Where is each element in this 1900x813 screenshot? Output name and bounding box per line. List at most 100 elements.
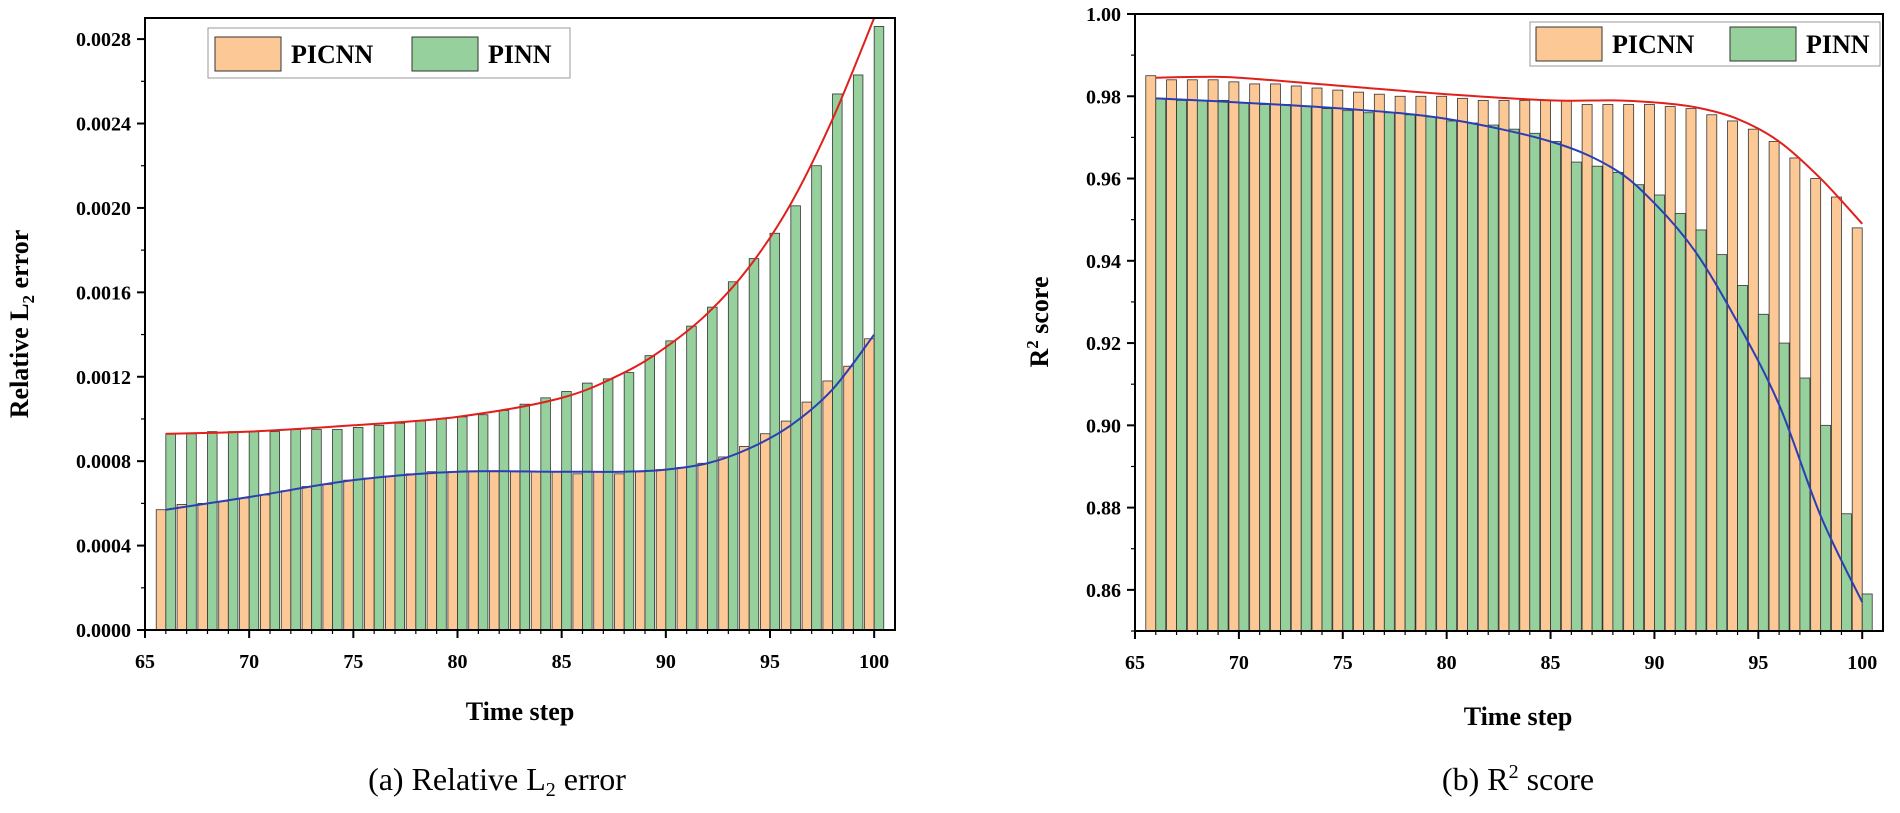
legend-label-picnn-r2: PICNN (1612, 30, 1695, 59)
bar-picnn-r2 (1560, 99, 1572, 632)
y-label-l2-prefix: Relative L (5, 303, 34, 418)
bar-picnn-l2 (468, 471, 479, 631)
bar-picnn-l2 (530, 471, 542, 631)
bar-pinn-r2 (1196, 99, 1208, 632)
bar-pinn-r2 (1300, 106, 1312, 632)
bar-picnn-r2 (1851, 227, 1863, 632)
bar-picnn-r2 (1249, 83, 1261, 632)
fit-lines-r2 (1155, 75, 1864, 603)
bar-pinn-r2 (1176, 99, 1187, 632)
y-tick-label-r2: 0.86 (1086, 580, 1121, 602)
caption-l2-prefix: (a) Relative L (368, 761, 546, 797)
chart-r2-score: 65 70 75 80 85 90 95 100 0.86 0.88 0.90 0.92 0.94 0.9… (1023, 4, 1884, 797)
bar-pinn-r2 (1467, 122, 1478, 632)
bar-pinn-r2 (1799, 377, 1811, 632)
y-tick-label-r2: 0.90 (1086, 415, 1121, 437)
bar-picnn-r2 (1540, 99, 1551, 632)
bar-pinn-r2 (1383, 112, 1395, 632)
bar-picnn-l2 (593, 471, 604, 631)
bar-picnn-r2 (1186, 79, 1198, 632)
bar-pinn-l2 (561, 391, 572, 631)
bar-pinn-r2 (1633, 184, 1645, 632)
bar-picnn-l2 (343, 479, 354, 631)
bar-picnn-r2 (1477, 99, 1489, 632)
caption-l2: (a) Relative L2 error (368, 761, 626, 801)
x-tick-label-r2: 90 (1644, 652, 1664, 674)
bar-picnn-r2 (1664, 106, 1676, 632)
bar-picnn-r2 (1831, 196, 1842, 632)
bar-pinn-r2 (1217, 99, 1229, 632)
fit-line-red-r2 (1155, 75, 1863, 225)
bar-picnn-r2 (1602, 104, 1614, 632)
bar-pinn-r2 (1404, 114, 1416, 632)
bar-picnn-l2 (760, 433, 771, 631)
y-label-r2-suffix: score (1025, 276, 1054, 340)
bar-pinn-r2 (1591, 165, 1603, 632)
bar-pinn-l2 (207, 431, 218, 631)
bar-picnn-l2 (384, 475, 396, 631)
x-tick-label-l2: 75 (343, 651, 363, 673)
bar-pinn-l2 (227, 431, 239, 631)
bar-picnn-r2 (1457, 97, 1468, 632)
bar-pinn-l2 (248, 431, 260, 631)
x-tick-label-l2: 80 (448, 651, 468, 673)
bar-picnn-l2 (676, 467, 688, 631)
y-label-l2-suffix: error (5, 230, 34, 295)
y-tick-label-l2: 0.0020 (76, 198, 131, 220)
bar-picnn-l2 (197, 502, 208, 631)
x-tick-label-r2: 75 (1333, 652, 1353, 674)
legend-r2: PICNN PINN (1529, 21, 1881, 67)
bar-pinn-l2 (602, 378, 614, 631)
x-tick-label-r2: 70 (1229, 652, 1249, 674)
bar-picnn-r2 (1685, 108, 1697, 632)
bar-pinn-l2 (269, 431, 281, 631)
bar-pinn-l2 (352, 427, 364, 631)
bar-pinn-r2 (1363, 112, 1374, 632)
bar-picnn-r2 (1311, 87, 1323, 632)
bar-pinn-l2 (332, 429, 343, 631)
bar-pinn-r2 (1570, 161, 1582, 632)
bar-picnn-l2 (176, 504, 188, 631)
bar-picnn-l2 (655, 469, 667, 631)
fit-line-blue-r2 (1155, 97, 1864, 603)
legend-label-pinn-l2: PINN (488, 40, 552, 69)
bar-pinn-l2 (436, 418, 447, 631)
bar-picnn-r2 (1207, 79, 1219, 632)
bar-pinn-r2 (1342, 110, 1354, 632)
bar-picnn-l2 (426, 471, 438, 631)
y-tick-label-l2: 0.0012 (76, 367, 131, 389)
bar-picnn-r2 (1373, 93, 1385, 632)
y-tick-label-r2: 1.00 (1086, 4, 1121, 26)
bars-r2 (1145, 75, 1873, 632)
bar-pinn-r2 (1155, 97, 1167, 632)
y-tick-label-l2: 0.0004 (76, 536, 131, 558)
bar-picnn-r2 (1332, 89, 1344, 632)
x-tick-label-l2: 65 (135, 651, 155, 673)
x-tick-label-l2: 95 (760, 651, 780, 673)
bar-picnn-r2 (1166, 79, 1177, 632)
bar-picnn-r2 (1519, 99, 1531, 632)
bar-pinn-r2 (1280, 104, 1291, 632)
legend-swatch-picnn-l2 (214, 36, 282, 72)
caption-r2-prefix: (b) R (1442, 761, 1509, 797)
bar-pinn-r2 (1529, 132, 1541, 632)
bar-picnn-r2 (1810, 178, 1822, 632)
bar-pinn-l2 (186, 433, 197, 631)
bar-pinn-r2 (1550, 141, 1561, 632)
bar-pinn-l2 (832, 93, 843, 631)
bar-picnn-r2 (1581, 104, 1593, 632)
y-axis-label-l2: Relative L2 error (5, 230, 38, 419)
bar-pinn-r2 (1446, 120, 1458, 632)
bar-pinn-r2 (1695, 229, 1707, 632)
bar-pinn-r2 (1674, 213, 1686, 632)
caption-r2: (b) R2 score (1442, 761, 1594, 797)
bar-picnn-l2 (718, 456, 729, 631)
y-tick-label-l2: 0.0024 (76, 114, 131, 136)
y-tick-label-r2: 0.92 (1086, 333, 1121, 355)
bar-picnn-l2 (239, 497, 250, 631)
bar-pinn-l2 (373, 424, 385, 631)
bar-pinn-r2 (1612, 171, 1624, 632)
x-tick-label-l2: 85 (552, 651, 572, 673)
bar-picnn-l2 (864, 338, 875, 631)
caption-l2-sub: 2 (546, 779, 556, 801)
